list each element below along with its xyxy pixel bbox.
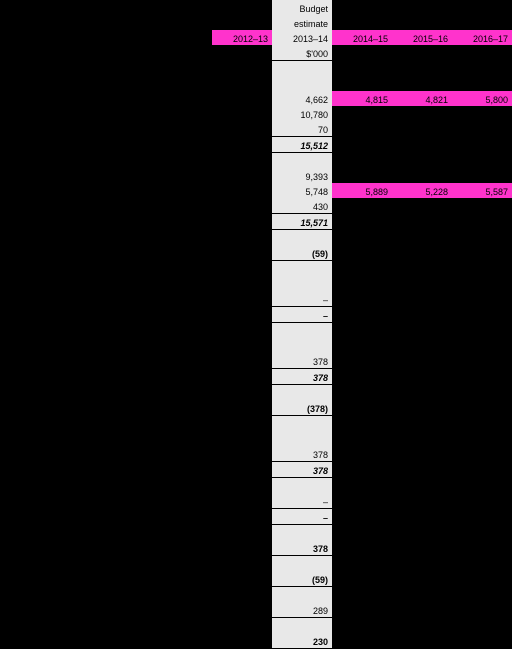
subtotal-row: 378 [0,369,512,385]
table-row: – [0,291,512,307]
header-row-1: Budget [0,0,512,15]
subtotal-row: 15,512 [0,137,512,153]
table-row: 289 [0,602,512,618]
table-row: 4,662 4,815 4,821 5,800 [0,91,512,106]
table-row: 70 [0,121,512,137]
table: Budget estimate 2012–13 2013–14 2014–15 … [0,0,512,649]
table-row: – [0,509,512,525]
table-row: 5,748 5,889 5,228 5,587 [0,183,512,198]
table-row: – [0,307,512,323]
subtotal-row: 15,571 [0,214,512,230]
table-row: 9,393 [0,168,512,183]
table-row: 378 [0,446,512,462]
header-row-2: estimate [0,15,512,30]
table-row: 10,780 [0,106,512,121]
total-row: (59) [0,245,512,261]
cash-flow-table: Budget estimate 2012–13 2013–14 2014–15 … [0,0,512,634]
total-row: 230 [0,633,512,649]
total-row: 378 [0,540,512,556]
table-row: 378 [0,353,512,369]
total-row: (59) [0,571,512,587]
table-row: – [0,493,512,509]
subtotal-row: 378 [0,462,512,478]
table-row: 430 [0,198,512,214]
budget-label: Budget [272,0,332,15]
total-row: (378) [0,400,512,416]
years-row: 2012–13 2013–14 2014–15 2015–16 2016–17 [0,30,512,45]
units-row: $'000 [0,45,512,61]
